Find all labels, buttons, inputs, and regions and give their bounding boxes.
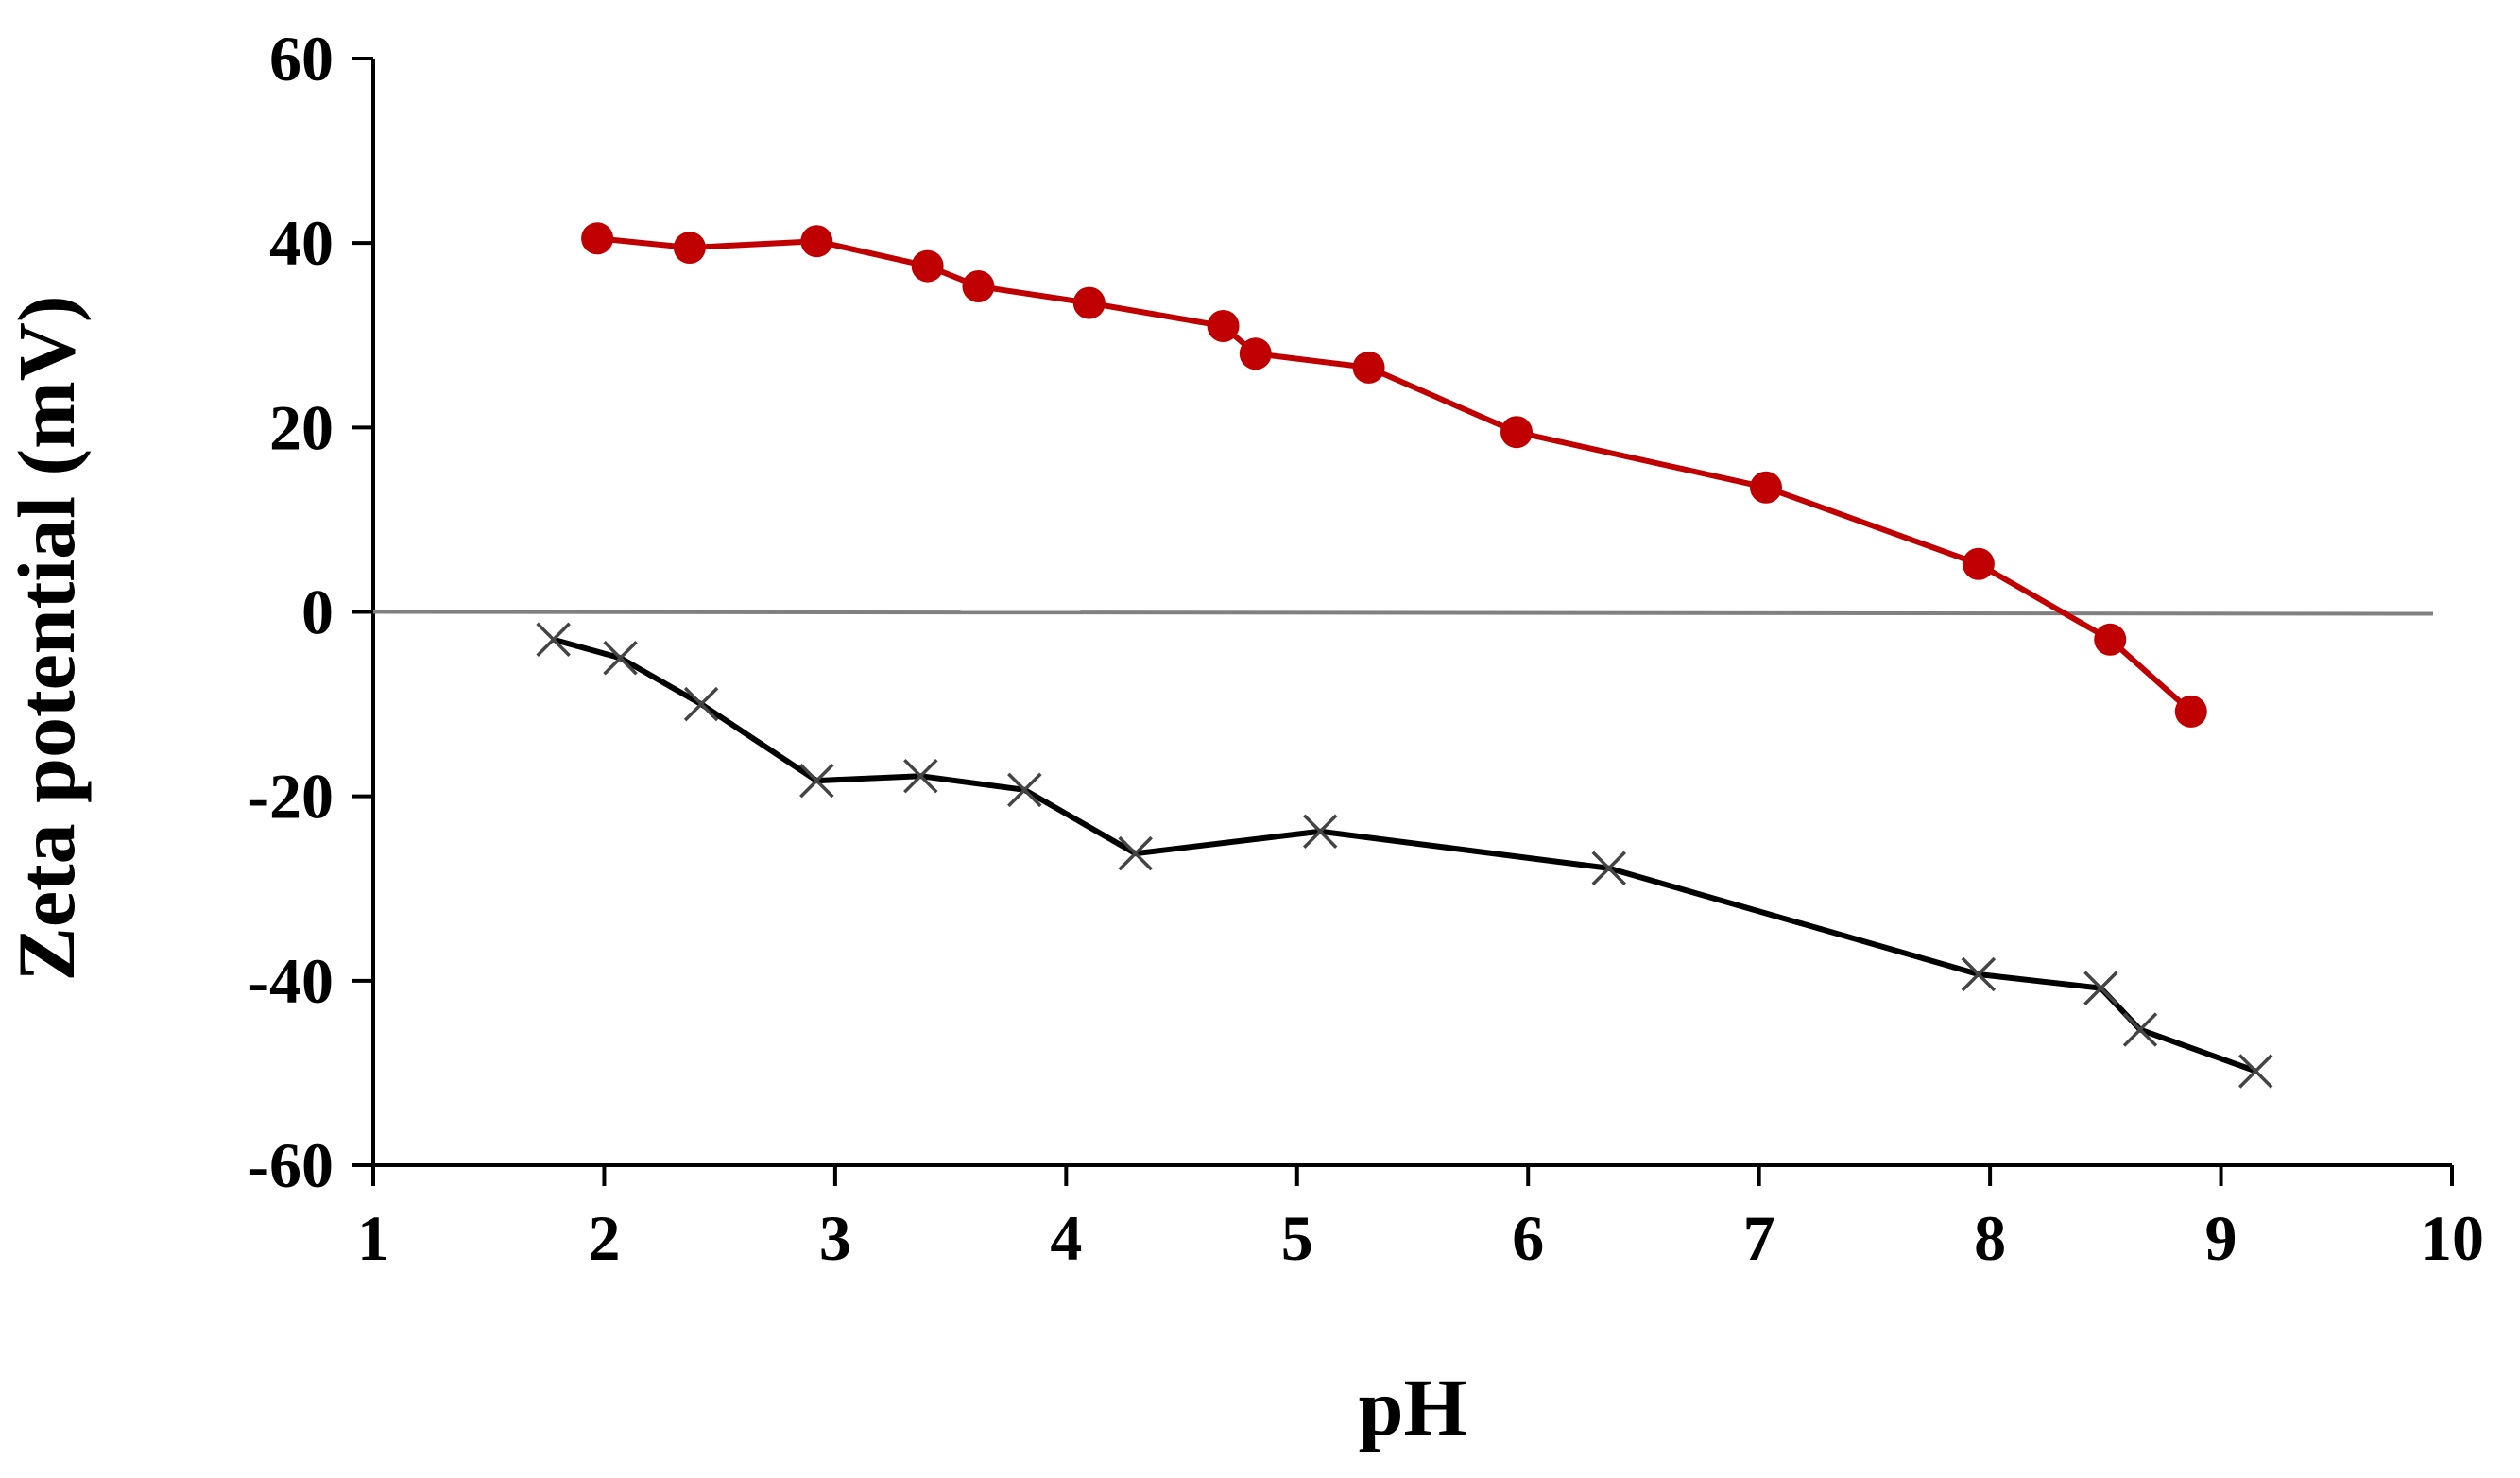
x-tick-label: 2 (588, 1202, 620, 1274)
y-tick-label: 60 (269, 23, 334, 95)
y-tick-label: -40 (248, 945, 334, 1017)
data-point (1007, 772, 1042, 808)
x-tick-label: 6 (1512, 1202, 1544, 1274)
x-tick-label: 3 (819, 1202, 851, 1274)
x-tick-label: 5 (1281, 1202, 1313, 1274)
y-tick-label: 0 (301, 576, 334, 648)
y-tick-label: 20 (269, 391, 334, 463)
data-point (2094, 623, 2127, 656)
axes-layer (371, 59, 2452, 1167)
data-point (800, 225, 833, 258)
zero-reference-line (372, 610, 2434, 616)
x-tick-label: 9 (2205, 1202, 2237, 1274)
x-tick-label: 4 (1050, 1202, 1082, 1274)
data-point (962, 270, 995, 303)
x-axis-title: pH (1359, 1362, 1467, 1452)
data-point (1962, 547, 1995, 580)
data-point (1961, 956, 1997, 992)
data-point (581, 222, 614, 255)
data-point (673, 232, 706, 265)
data-point (1118, 835, 1153, 871)
series-1 (581, 222, 2207, 728)
data-point (1302, 814, 1338, 849)
data-point (1072, 286, 1106, 319)
y-axis-title: Zeta potential (mV) (1, 295, 92, 981)
data-point (1750, 471, 1782, 504)
x-tick-label: 8 (1974, 1202, 2006, 1274)
y-tick-label: -20 (248, 761, 334, 833)
data-point (2122, 1012, 2158, 1047)
data-point (1591, 851, 1627, 886)
data-point (2237, 1054, 2273, 1089)
data-point (536, 622, 571, 658)
data-point (1207, 309, 1240, 342)
data-point (1500, 416, 1533, 449)
y-tick-label: 40 (269, 207, 334, 279)
x-tick-label: 7 (1743, 1202, 1775, 1274)
series-line (596, 235, 2193, 714)
data-point (799, 763, 834, 799)
ticks-layer: 60 40 20 0 -20 -40 -60 1 2 3 4 5 6 7 8 9 10 (248, 23, 2484, 1274)
data-point (683, 686, 719, 722)
data-point (2083, 971, 2118, 1005)
data-point (911, 249, 944, 283)
series-2 (536, 622, 2273, 1089)
y-tick-label: -60 (248, 1129, 334, 1201)
x-tick-label: 10 (2420, 1202, 2484, 1274)
data-point (2174, 695, 2207, 728)
data-point (1239, 337, 1272, 370)
series-layer (536, 222, 2273, 1089)
series-line (552, 636, 2257, 1074)
data-point (603, 641, 638, 676)
x-tick-label: 1 (357, 1202, 389, 1274)
data-point (903, 758, 938, 794)
data-point (1352, 351, 1385, 384)
